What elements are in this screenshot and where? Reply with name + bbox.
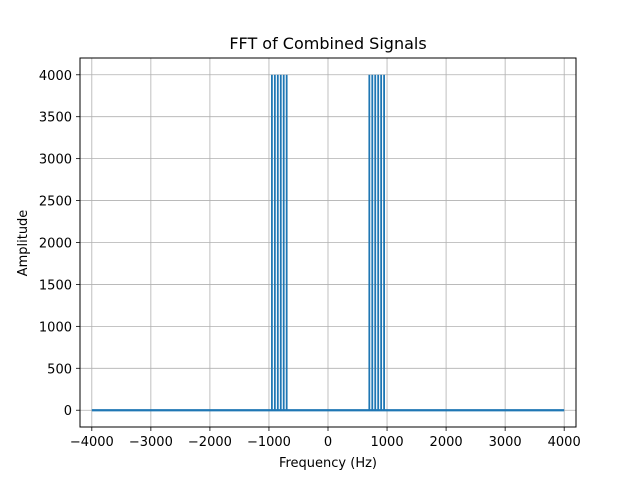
x-tick-label: −2000 bbox=[188, 435, 232, 450]
x-tick-label: 1000 bbox=[371, 435, 404, 450]
y-axis-ticks: 0 500 1000 1500 2000 2500 3000 3500 4000 bbox=[39, 69, 80, 419]
y-tick-label: 2500 bbox=[39, 195, 72, 210]
x-tick-label: −1000 bbox=[247, 435, 291, 450]
y-axis-label: Amplitude bbox=[16, 210, 31, 277]
y-tick-label: 2000 bbox=[39, 237, 72, 252]
series-group bbox=[91, 74, 565, 412]
x-tick-label: −4000 bbox=[70, 435, 114, 450]
x-axis-label: Frequency (Hz) bbox=[279, 456, 377, 471]
y-tick-label: 3000 bbox=[39, 153, 72, 168]
x-axis-ticks: −4000 −3000 −2000 −1000 0 1000 2000 3000 4000 bbox=[70, 427, 581, 450]
grid-lines bbox=[80, 58, 576, 427]
y-tick-label: 4000 bbox=[39, 69, 72, 84]
x-tick-label: 3000 bbox=[489, 435, 522, 450]
x-tick-label: 4000 bbox=[548, 435, 581, 450]
x-tick-label: 2000 bbox=[430, 435, 463, 450]
y-tick-label: 500 bbox=[47, 362, 72, 377]
chart-title: FFT of Combined Signals bbox=[229, 34, 426, 53]
y-tick-label: 1500 bbox=[39, 278, 72, 293]
x-tick-label: 0 bbox=[324, 435, 332, 450]
x-tick-label: −3000 bbox=[129, 435, 173, 450]
y-tick-label: 3500 bbox=[39, 111, 72, 126]
y-tick-label: 1000 bbox=[39, 320, 72, 335]
y-tick-label: 0 bbox=[64, 404, 72, 419]
